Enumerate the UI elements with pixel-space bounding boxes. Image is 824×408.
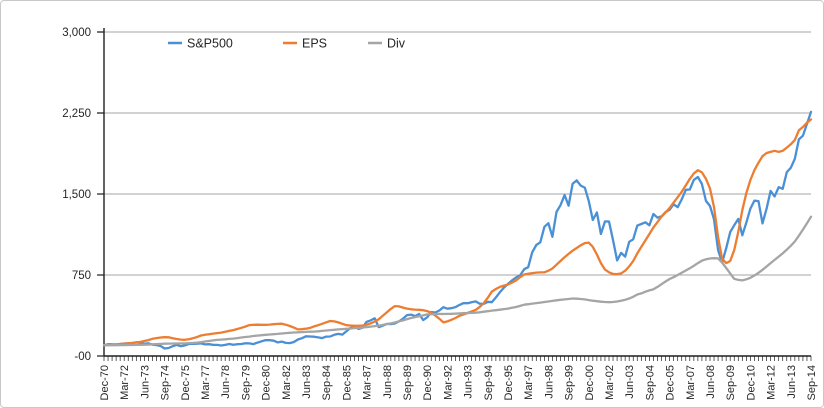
x-axis-label: Sep-14 [806, 365, 818, 400]
x-axis-label: Dec-00 [584, 365, 596, 400]
legend-label-sp500: S&P500 [187, 37, 233, 51]
x-axis-label: Sep-74 [160, 365, 172, 400]
x-axis-label: Dec-80 [261, 365, 273, 400]
x-axis-label: Mar-82 [281, 365, 293, 400]
x-axis-label: Sep-04 [644, 365, 656, 400]
x-axis-label: Jun-78 [220, 365, 232, 399]
x-axis-label: Dec-75 [180, 365, 192, 400]
x-axis-label: Jun-03 [624, 365, 636, 399]
x-axis-label: Mar-12 [766, 365, 778, 400]
y-axis-label: 2,250 [62, 108, 91, 120]
y-axis-label: 1,500 [62, 189, 91, 201]
series-line-eps [102, 118, 813, 347]
series-line-sp500 [102, 110, 813, 350]
x-axis-label: Mar-02 [604, 365, 616, 400]
x-axis-label: Dec-05 [665, 365, 677, 400]
x-axis-label: Dec-90 [422, 365, 434, 400]
series-line-div [102, 215, 813, 347]
x-axis-label: Mar-77 [200, 365, 212, 400]
x-axis-label: Jun-88 [382, 365, 394, 399]
x-axis-label: Sep-89 [402, 365, 414, 400]
x-axis-label: Sep-84 [321, 365, 333, 400]
legend-label-eps: EPS [302, 37, 327, 51]
y-axis-label: 3,000 [62, 27, 91, 39]
x-axis-label: Dec-70 [99, 365, 111, 400]
y-axis-label: 750 [72, 270, 91, 282]
y-axis-label: -00 [74, 351, 91, 363]
x-axis-label: Jun-83 [301, 365, 313, 399]
x-axis-label: Jun-08 [705, 365, 717, 399]
x-axis-label: Jun-93 [463, 365, 475, 399]
x-axis-label: Mar-97 [523, 365, 535, 400]
x-axis-label: Sep-99 [564, 365, 576, 400]
x-axis-label: Mar-72 [119, 365, 131, 400]
x-axis-label: Jun-13 [786, 365, 798, 399]
x-axis-label: Dec-95 [503, 365, 515, 400]
x-axis-label: Sep-79 [240, 365, 252, 400]
x-axis-label: Jun-73 [139, 365, 151, 399]
x-axis-label: Mar-87 [362, 365, 374, 400]
legend-label-div: Div [387, 37, 406, 51]
x-axis-label: Mar-92 [442, 365, 454, 400]
x-axis-label: Sep-09 [725, 365, 737, 400]
x-axis-label: Jun-98 [543, 365, 555, 399]
x-axis-label: Mar-07 [685, 365, 697, 400]
x-axis-label: Dec-85 [341, 365, 353, 400]
x-axis-label: Sep-94 [483, 365, 495, 400]
x-axis-label: Dec-10 [745, 365, 757, 400]
